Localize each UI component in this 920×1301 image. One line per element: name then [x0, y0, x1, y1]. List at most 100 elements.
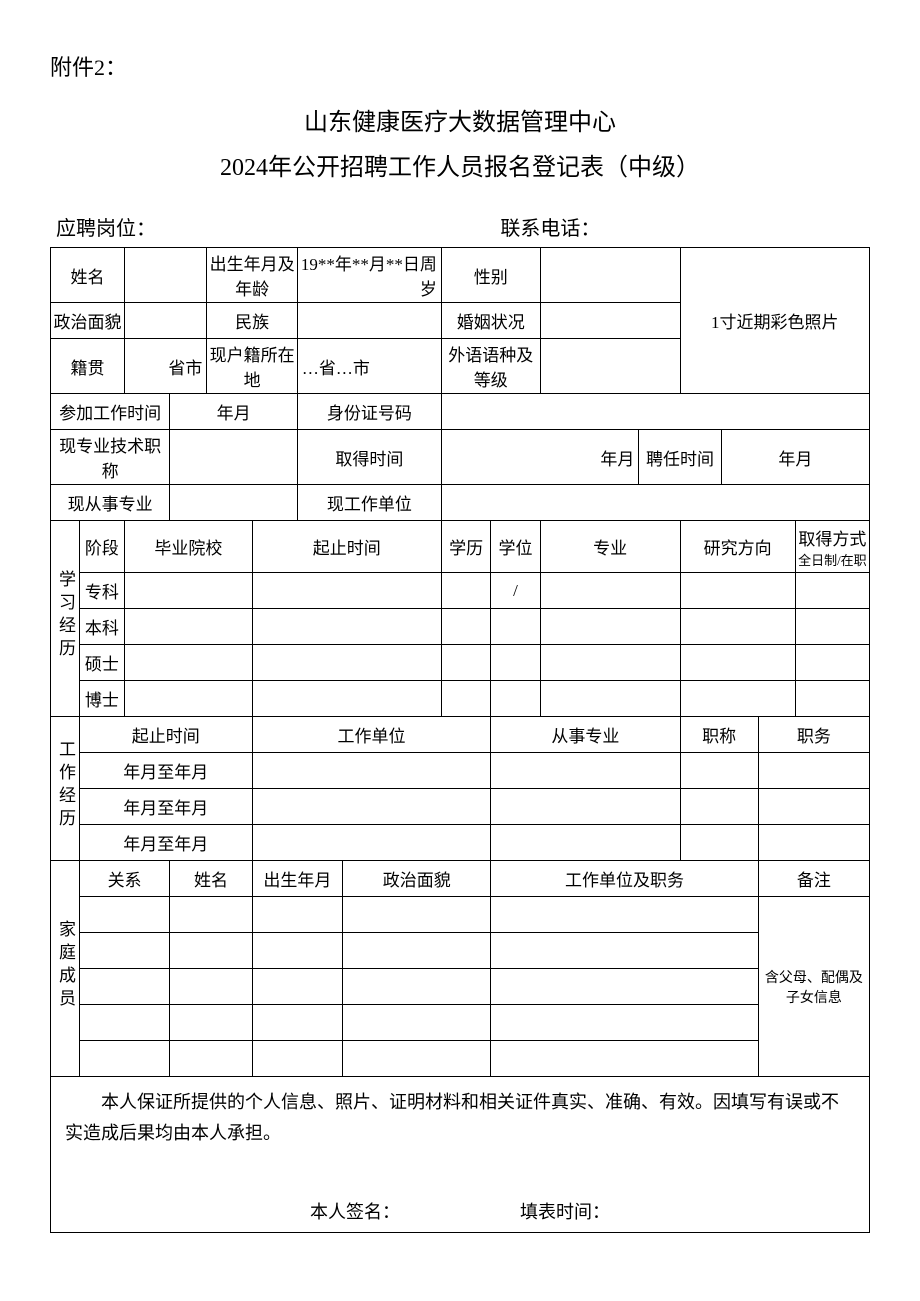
table-cell[interactable]: [680, 753, 758, 789]
table-cell[interactable]: [252, 969, 343, 1005]
marital-label: 婚姻状况: [441, 303, 540, 339]
table-cell[interactable]: [491, 609, 540, 645]
work-col-period: 起止时间: [79, 717, 252, 753]
table-cell[interactable]: [343, 1041, 491, 1077]
residence-value[interactable]: …省…市: [297, 339, 441, 394]
table-cell[interactable]: [491, 825, 680, 861]
table-cell[interactable]: [125, 573, 253, 609]
political-value[interactable]: [125, 303, 207, 339]
work-period-3[interactable]: 年月至年月: [79, 825, 252, 861]
workstart-value[interactable]: 年月: [170, 394, 298, 430]
table-cell[interactable]: [170, 1005, 252, 1041]
table-cell[interactable]: [441, 645, 490, 681]
protitle-value[interactable]: [170, 430, 298, 485]
table-cell[interactable]: [540, 645, 680, 681]
table-cell[interactable]: [491, 897, 758, 933]
currentunit-label: 现工作单位: [297, 485, 441, 521]
name-value[interactable]: [125, 248, 207, 303]
work-section-label: 工作经历: [51, 717, 80, 861]
idcard-value[interactable]: [441, 394, 869, 430]
table-cell[interactable]: [441, 609, 490, 645]
language-label: 外语语种及等级: [441, 339, 540, 394]
currentmajor-value[interactable]: [170, 485, 298, 521]
table-cell[interactable]: [540, 681, 680, 717]
ethnic-value[interactable]: [297, 303, 441, 339]
edu-col-degree2: 学位: [491, 521, 540, 573]
origin-value[interactable]: 省市: [125, 339, 207, 394]
table-cell[interactable]: [252, 1041, 343, 1077]
table-cell[interactable]: [79, 897, 170, 933]
table-cell[interactable]: [79, 969, 170, 1005]
table-cell[interactable]: [491, 681, 540, 717]
declaration-cell: 本人保证所提供的个人信息、照片、证明材料和相关证件真实、准确、有效。因填写有误或…: [51, 1077, 870, 1233]
marital-value[interactable]: [540, 303, 680, 339]
table-cell[interactable]: [252, 897, 343, 933]
table-cell[interactable]: [491, 789, 680, 825]
table-cell[interactable]: [758, 789, 869, 825]
table-cell[interactable]: [170, 897, 252, 933]
table-cell[interactable]: [795, 645, 869, 681]
table-cell[interactable]: [680, 609, 795, 645]
appointtime-value[interactable]: 年月: [721, 430, 869, 485]
table-cell[interactable]: [252, 1005, 343, 1041]
table-cell[interactable]: [170, 969, 252, 1005]
table-cell[interactable]: [170, 933, 252, 969]
table-cell[interactable]: [252, 681, 441, 717]
table-cell[interactable]: [343, 933, 491, 969]
family-col-political: 政治面貌: [343, 861, 491, 897]
gender-value[interactable]: [540, 248, 680, 303]
photo-placeholder[interactable]: 1寸近期彩色照片: [680, 248, 869, 394]
table-cell[interactable]: [758, 753, 869, 789]
table-cell[interactable]: [252, 825, 491, 861]
table-cell[interactable]: [252, 573, 441, 609]
edu-col-school: 毕业院校: [125, 521, 253, 573]
table-cell[interactable]: [252, 645, 441, 681]
work-period-1[interactable]: 年月至年月: [79, 753, 252, 789]
obtaintime-value[interactable]: 年月: [441, 430, 639, 485]
table-cell[interactable]: [795, 681, 869, 717]
family-col-name: 姓名: [170, 861, 252, 897]
table-cell[interactable]: [680, 681, 795, 717]
table-cell[interactable]: [680, 645, 795, 681]
table-cell[interactable]: [79, 1005, 170, 1041]
table-cell[interactable]: [441, 681, 490, 717]
gender-label: 性别: [441, 248, 540, 303]
work-period-2[interactable]: 年月至年月: [79, 789, 252, 825]
table-cell[interactable]: [491, 969, 758, 1005]
table-cell[interactable]: [491, 1005, 758, 1041]
table-cell[interactable]: [680, 573, 795, 609]
table-cell[interactable]: [79, 933, 170, 969]
edu-col-direction: 研究方向: [680, 521, 795, 573]
table-cell[interactable]: [252, 933, 343, 969]
table-cell[interactable]: [170, 1041, 252, 1077]
table-cell[interactable]: [491, 1041, 758, 1077]
birth-value[interactable]: 19**年**月**日周岁: [297, 248, 441, 303]
table-cell[interactable]: [758, 825, 869, 861]
language-value[interactable]: [540, 339, 680, 394]
table-cell[interactable]: [343, 897, 491, 933]
table-cell[interactable]: [252, 789, 491, 825]
table-cell[interactable]: [125, 645, 253, 681]
work-col-title: 职称: [680, 717, 758, 753]
table-cell[interactable]: [491, 645, 540, 681]
table-cell[interactable]: [79, 1041, 170, 1077]
table-cell[interactable]: [795, 609, 869, 645]
currentunit-value[interactable]: [441, 485, 869, 521]
table-cell[interactable]: [343, 969, 491, 1005]
table-cell[interactable]: [795, 573, 869, 609]
work-col-unit: 工作单位: [252, 717, 491, 753]
table-cell[interactable]: [540, 573, 680, 609]
table-cell[interactable]: [343, 1005, 491, 1041]
table-cell[interactable]: [680, 825, 758, 861]
table-cell[interactable]: [680, 789, 758, 825]
table-cell[interactable]: [491, 753, 680, 789]
edu-col-major: 专业: [540, 521, 680, 573]
table-cell[interactable]: [125, 609, 253, 645]
table-cell[interactable]: [441, 573, 490, 609]
table-cell[interactable]: [125, 681, 253, 717]
table-cell[interactable]: [540, 609, 680, 645]
workstart-label: 参加工作时间: [51, 394, 170, 430]
table-cell[interactable]: [491, 933, 758, 969]
table-cell[interactable]: [252, 609, 441, 645]
table-cell[interactable]: [252, 753, 491, 789]
